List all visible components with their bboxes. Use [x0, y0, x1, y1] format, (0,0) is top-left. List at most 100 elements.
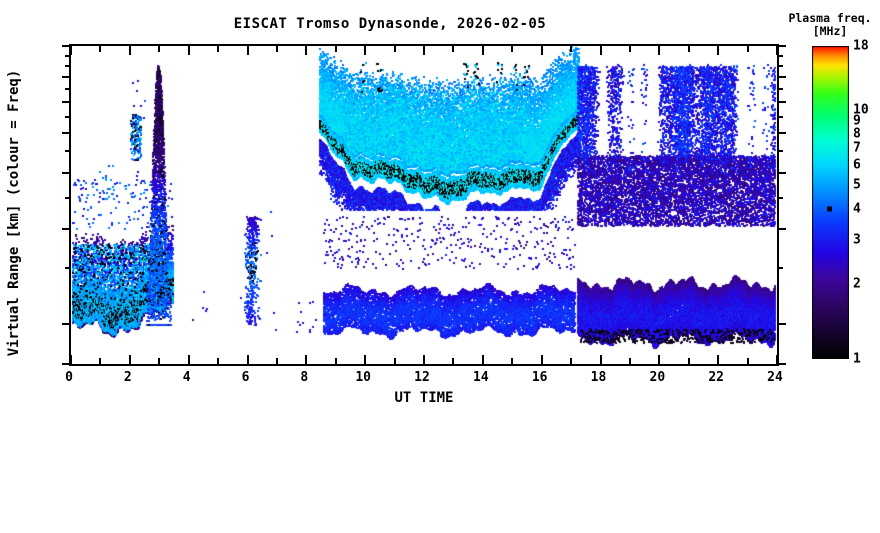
- x-axis-label: 6: [241, 370, 250, 385]
- axis-tick: [393, 46, 396, 52]
- x-axis-label: 4: [182, 370, 191, 385]
- colorbar-tick-label: 3: [853, 232, 861, 248]
- axis-tick: [777, 150, 783, 153]
- x-axis-label: 16: [531, 370, 548, 385]
- axis-tick: [658, 46, 661, 55]
- axis-tick: [334, 358, 337, 364]
- axis-tick: [128, 46, 131, 55]
- axis-tick: [540, 355, 543, 364]
- axis-tick: [275, 46, 278, 52]
- axis-tick: [570, 358, 573, 364]
- axis-tick: [217, 358, 220, 364]
- axis-tick: [423, 46, 425, 55]
- axis-tick: [423, 355, 425, 364]
- axis-tick: [62, 227, 71, 230]
- colorbar-gradient: [812, 46, 849, 359]
- axis-tick: [128, 355, 131, 364]
- axis-tick: [70, 46, 72, 55]
- axis-tick: [777, 54, 783, 57]
- axis-tick: [217, 46, 220, 52]
- colorbar: [812, 46, 849, 359]
- axis-tick: [62, 75, 71, 78]
- axis-tick: [158, 46, 161, 52]
- axis-tick: [746, 46, 749, 52]
- axis-tick: [777, 87, 783, 90]
- colorbar-tick-label: 7: [853, 140, 861, 156]
- axis-tick: [599, 46, 602, 55]
- x-axis-label: 14: [473, 370, 489, 385]
- x-axis-label: 2: [123, 370, 132, 385]
- axis-tick: [65, 54, 71, 57]
- colorbar-tick-label: 9: [853, 113, 861, 129]
- axis-tick: [777, 100, 786, 103]
- axis-tick: [452, 46, 455, 52]
- axis-tick: [187, 355, 190, 364]
- axis-tick: [687, 358, 690, 364]
- axis-tick: [511, 358, 514, 364]
- colorbar-tick-label: 8: [853, 126, 861, 142]
- axis-tick: [246, 355, 249, 364]
- x-axis-label: 18: [590, 370, 607, 385]
- axis-tick: [65, 267, 71, 270]
- axis-tick: [62, 131, 71, 134]
- axis-tick: [717, 355, 720, 364]
- axis-tick: [99, 358, 102, 364]
- axis-tick: [777, 227, 786, 230]
- axis-tick: [246, 46, 249, 55]
- axis-tick: [364, 355, 367, 364]
- colorbar-tick-label: 5: [853, 177, 861, 193]
- axis-tick: [393, 358, 396, 364]
- axis-tick: [62, 323, 71, 326]
- axis-tick: [658, 355, 661, 364]
- x-axis-label: 10: [355, 370, 371, 385]
- colorbar-title-line1: Plasma freq.: [788, 11, 872, 25]
- colorbar-value-marker: [827, 206, 832, 212]
- x-axis-label: 12: [414, 370, 430, 385]
- axis-tick: [777, 75, 786, 78]
- axis-tick: [62, 45, 71, 47]
- x-axis-label: 24: [767, 370, 783, 385]
- colorbar-tick-label: 2: [853, 276, 861, 292]
- axis-tick: [746, 358, 749, 364]
- colorbar-title: Plasma freq. [MHz]: [780, 12, 880, 38]
- axis-tick: [777, 64, 783, 67]
- axis-tick: [777, 196, 783, 199]
- axis-tick: [65, 196, 71, 199]
- x-axis-label: 8: [300, 370, 309, 385]
- axis-tick: [687, 46, 690, 52]
- axis-tick: [452, 358, 455, 364]
- axis-tick: [62, 100, 71, 103]
- axis-tick: [70, 355, 72, 364]
- axis-tick: [305, 355, 308, 364]
- axis-tick: [511, 46, 514, 52]
- axis-tick: [777, 131, 786, 134]
- axis-tick: [628, 46, 631, 52]
- axis-tick: [776, 46, 778, 55]
- colorbar-tick-label: 6: [853, 157, 861, 173]
- x-axis-label: 22: [708, 370, 724, 385]
- colorbar-tick-label: 18: [853, 38, 869, 54]
- colorbar-title-line2: [MHz]: [812, 24, 848, 38]
- y-axis-title: Virtual Range [km] (colour = Freq): [6, 69, 22, 357]
- axis-tick: [777, 323, 786, 326]
- axis-tick: [62, 171, 71, 174]
- x-axis-title: UT TIME: [394, 390, 454, 406]
- axis-tick: [364, 46, 367, 55]
- axis-tick: [62, 363, 71, 365]
- axis-tick: [570, 46, 573, 52]
- colorbar-tick-label: 1: [853, 351, 861, 367]
- axis-tick: [481, 46, 484, 55]
- plot-area: 75100200300400500600750: [62, 44, 786, 366]
- axis-tick: [65, 64, 71, 67]
- axis-tick: [777, 115, 783, 118]
- x-axis-label: 0: [65, 370, 73, 385]
- chart-title: EISCAT Tromso Dynasonde, 2026-02-05: [233, 16, 547, 32]
- axis-tick: [777, 363, 786, 365]
- axis-tick: [777, 45, 786, 47]
- axis-tick: [334, 46, 337, 52]
- colorbar-tick-label: 10: [853, 102, 869, 118]
- axis-tick: [777, 267, 783, 270]
- axis-tick: [599, 355, 602, 364]
- echo-scatter-canvas: [71, 46, 777, 364]
- axis-tick: [99, 46, 102, 52]
